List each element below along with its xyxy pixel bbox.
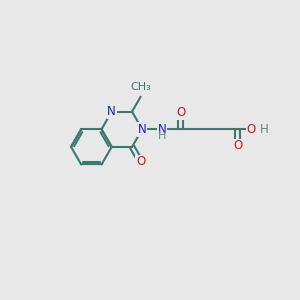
Text: O: O: [247, 123, 256, 136]
Text: N: N: [107, 105, 116, 118]
Text: O: O: [136, 155, 145, 168]
Text: CH₃: CH₃: [130, 82, 151, 92]
Text: O: O: [176, 106, 185, 119]
Text: H: H: [260, 123, 269, 136]
Text: N: N: [138, 123, 147, 136]
Text: O: O: [233, 140, 242, 152]
Text: H: H: [158, 131, 166, 141]
Text: N: N: [158, 123, 166, 136]
